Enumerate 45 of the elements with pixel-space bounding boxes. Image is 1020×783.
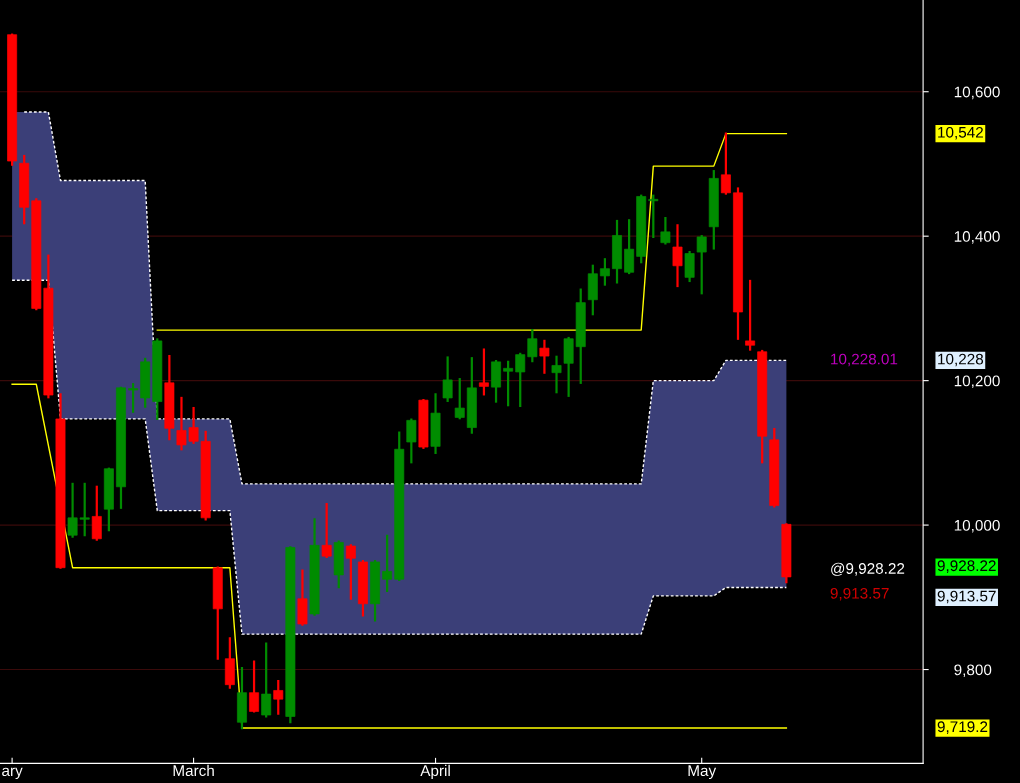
candlestick — [128, 383, 139, 413]
x-tick-label: ary — [2, 767, 23, 780]
candlestick — [745, 279, 756, 351]
candlestick — [648, 194, 659, 239]
candlestick — [672, 224, 683, 288]
candlestick — [406, 418, 417, 464]
candlestick — [273, 679, 284, 715]
text: 10,542 — [938, 126, 983, 140]
candlestick — [624, 219, 635, 275]
text: 10,228.01 — [831, 353, 898, 367]
candlestick — [539, 339, 550, 374]
candlestick — [720, 132, 731, 195]
y-tick-label: 9,800 — [954, 664, 992, 678]
text: 9,913.57 — [937, 590, 996, 604]
candlestick — [527, 328, 538, 363]
candlestick — [478, 348, 489, 396]
candlestick — [515, 352, 526, 408]
y-tick-label: 10,200 — [954, 375, 1000, 389]
text: 9,913.57 — [830, 587, 889, 601]
text: 9,928.22 — [937, 560, 996, 573]
x-tick-label: May — [688, 765, 717, 780]
candlestick — [382, 534, 393, 592]
y-tick-label: 10,600 — [954, 86, 1000, 100]
line-series — [11, 279, 788, 635]
candlestick — [599, 258, 610, 286]
line-series — [23, 111, 788, 485]
text: @9,928.22 — [831, 562, 905, 576]
text: 10,228 — [938, 353, 984, 367]
candlestick — [684, 250, 695, 283]
candlestick — [660, 217, 671, 245]
candlestick — [321, 503, 332, 558]
candlestick — [442, 356, 453, 402]
candlestick — [91, 485, 102, 541]
candlestick — [503, 360, 514, 407]
candlestick — [345, 544, 356, 600]
candlestick — [454, 378, 465, 420]
text: 9,719.2 — [937, 721, 988, 734]
x-tick-label: April — [420, 764, 450, 780]
candlestick — [261, 642, 272, 718]
y-tick-label: 10,400 — [954, 231, 1000, 244]
candlestick — [696, 235, 707, 295]
y-tick-label: 10,000 — [954, 519, 1000, 533]
candlestick — [551, 355, 562, 394]
x-tick-label: March — [173, 764, 214, 777]
candlestick — [249, 660, 260, 713]
